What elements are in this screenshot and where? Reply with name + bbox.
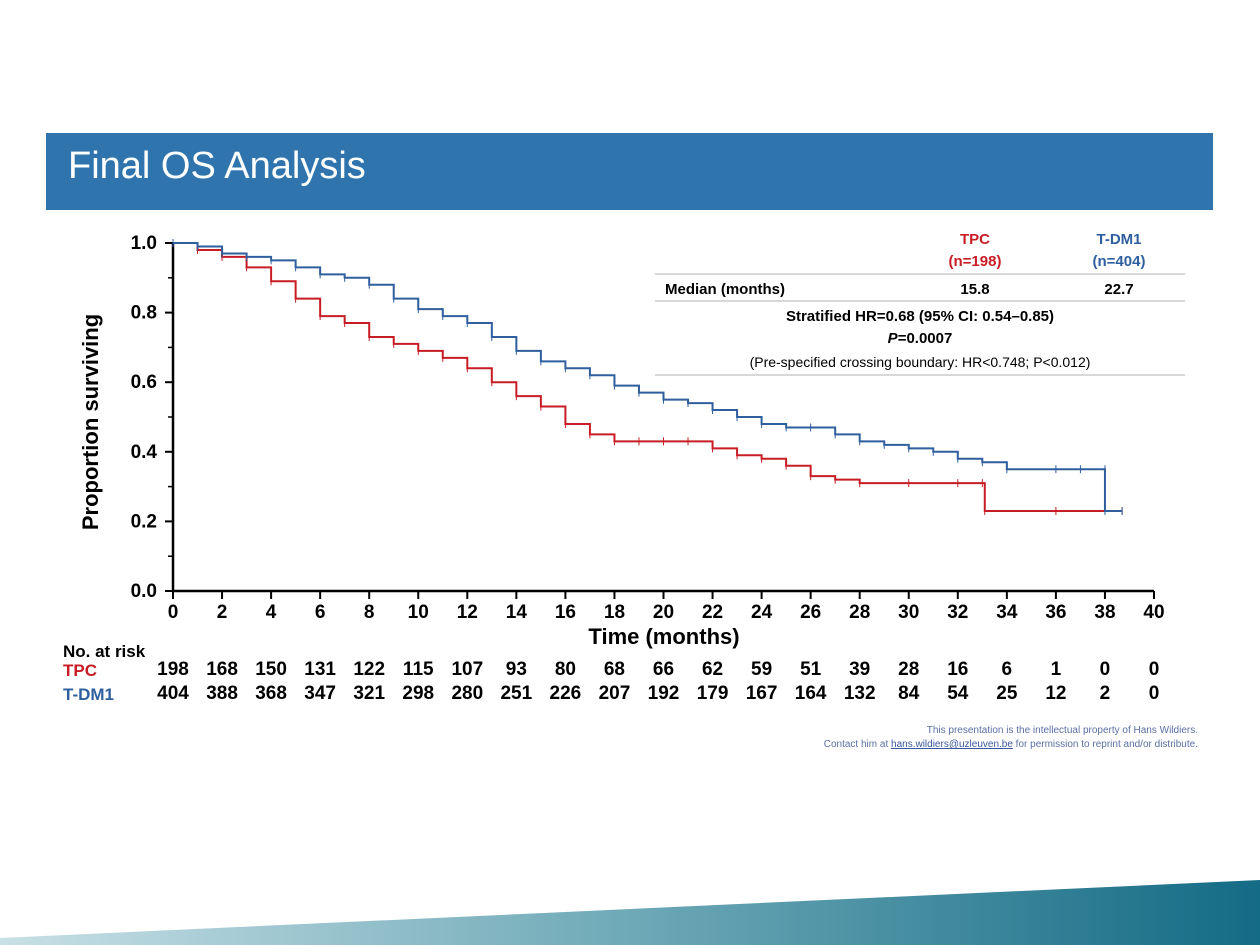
x-axis-label: Time (months) — [588, 624, 739, 649]
x-tick-label: 4 — [266, 602, 277, 623]
y-tick-label: 1.0 — [131, 233, 157, 254]
header-tdm1-line1: T-DM1 — [1097, 231, 1142, 248]
y-tick-label: 0.6 — [131, 372, 157, 393]
credit-line2: Contact him at hans.wildiers@uzleuven.be… — [824, 738, 1198, 752]
x-tick-label: 38 — [1094, 602, 1115, 623]
x-tick-label: 30 — [898, 602, 919, 623]
x-tick-label: 34 — [996, 602, 1018, 623]
x-tick-label: 40 — [1143, 602, 1164, 623]
credit-prefix: Contact him at — [823, 739, 892, 750]
y-tick-label: 0.0 — [131, 581, 157, 602]
x-tick-label: 36 — [1045, 602, 1066, 623]
x-tick-label: 26 — [800, 602, 821, 623]
header-tpc-line1: TPC — [960, 231, 990, 248]
p-line: P=0.0007 — [888, 330, 953, 347]
p-value: =0.0007 — [898, 330, 953, 347]
x-tick-label: 0 — [168, 602, 179, 623]
x-tick-label: 24 — [751, 602, 773, 623]
median-table: TPC (n=198) T-DM1 (n=404) Median (months… — [655, 231, 1185, 376]
x-tick-label: 12 — [457, 602, 478, 623]
x-tick-label: 6 — [315, 602, 326, 623]
header-tpc-line2: (n=198) — [949, 253, 1002, 270]
slide-title: Final OS Analysis — [68, 145, 366, 187]
x-tick-label: 16 — [555, 602, 576, 623]
x-tick-label: 2 — [217, 602, 228, 623]
x-tick-label: 10 — [408, 602, 429, 623]
y-axis-label: Proportion surviving — [78, 314, 103, 530]
survival-chart: 0 2 4 6 8 10 12 14 16 18 20 22 24 26 28 30 32 34 36 38 400.0… — [78, 231, 1185, 649]
copyright-note: This presentation is the intellectual pr… — [824, 724, 1198, 752]
median-tdm1: 22.7 — [1104, 281, 1133, 298]
x-tick-label: 14 — [506, 602, 528, 623]
x-tick-label: 32 — [947, 602, 968, 623]
x-tick-label: 8 — [364, 602, 375, 623]
x-tick-label: 20 — [653, 602, 674, 623]
credit-suffix: for permission to reprint and/or distrib… — [1012, 739, 1198, 750]
contact-email-link[interactable]: hans.wildiers@uzleuven.be — [891, 739, 1013, 750]
title-bar: Final OS Analysis — [46, 133, 1213, 210]
x-tick-label: 28 — [849, 602, 870, 623]
header-tdm1-line2: (n=404) — [1093, 253, 1146, 270]
y-tick-label: 0.2 — [131, 511, 157, 532]
y-tick-label: 0.8 — [131, 303, 157, 324]
p-prefix: P — [888, 330, 899, 347]
x-tick-label: 18 — [604, 602, 625, 623]
median-tpc: 15.8 — [960, 281, 989, 298]
x-tick-label: 22 — [702, 602, 723, 623]
hr-line: Stratified HR=0.68 (95% CI: 0.54–0.85) — [786, 308, 1054, 325]
median-label: Median (months) — [665, 281, 785, 298]
footer-band — [0, 880, 1260, 945]
credit-line1: This presentation is the intellectual pr… — [926, 725, 1198, 736]
y-tick-label: 0.4 — [131, 442, 158, 463]
boundary-text: (Pre-specified crossing boundary: HR<0.7… — [750, 354, 1091, 370]
